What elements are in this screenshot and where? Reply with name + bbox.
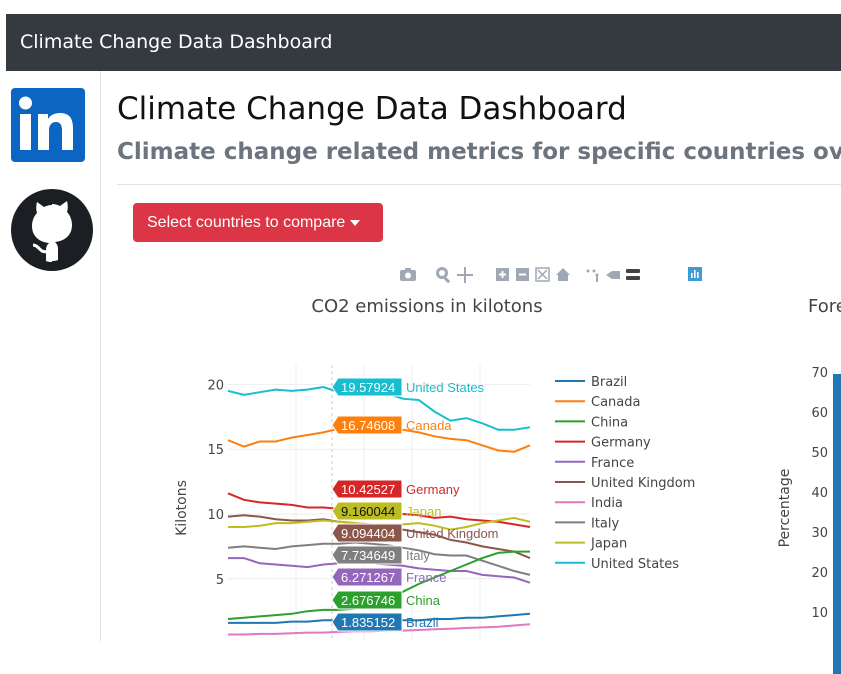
series-line-canada[interactable] xyxy=(227,426,531,453)
series-line-united-kingdom[interactable] xyxy=(227,514,531,560)
navbar-brand[interactable]: Climate Change Data Dashboard xyxy=(20,31,333,53)
y-tick-label: 15 xyxy=(207,443,224,458)
legend-item-france[interactable]: France xyxy=(555,456,634,471)
hover-label-united-kingdom: 9.094404 United Kingdom xyxy=(331,523,499,543)
divider xyxy=(117,184,841,185)
series-line-japan[interactable] xyxy=(228,516,531,531)
hover-value: 19.57924 xyxy=(341,380,395,395)
series-line-india[interactable] xyxy=(228,623,531,636)
dropdown-label: Select countries to compare xyxy=(147,214,346,231)
zoom-in-icon[interactable] xyxy=(496,268,509,281)
legend-item-united-states[interactable]: United States xyxy=(555,557,679,572)
hover-value: 7.734649 xyxy=(341,548,395,563)
hover-country: United States xyxy=(406,380,485,395)
navbar: Climate Change Data Dashboard xyxy=(6,14,841,71)
series-line-france[interactable] xyxy=(228,557,531,584)
legend-item-india[interactable]: India xyxy=(555,496,623,511)
bar-y-tick-label: 40 xyxy=(811,486,828,501)
hover-value: 1.835152 xyxy=(341,615,395,630)
legend-label: India xyxy=(591,496,623,511)
series-line-united-states[interactable] xyxy=(227,385,531,431)
hover-country: Italy xyxy=(406,548,430,563)
legend-label: France xyxy=(591,456,634,471)
y-tick-label: 5 xyxy=(216,573,224,588)
spike-lines-icon[interactable] xyxy=(586,269,599,283)
hover-country: United Kingdom xyxy=(406,526,499,541)
bar-chart-ylabel: Percentage xyxy=(777,469,793,548)
hover-label-brazil: 1.835152 Brazil xyxy=(331,612,439,632)
hover-country: France xyxy=(406,570,446,585)
pan-icon[interactable] xyxy=(457,267,473,283)
zoom-out-icon[interactable] xyxy=(516,268,529,281)
camera-icon[interactable] xyxy=(400,268,416,281)
hover-label-united-states: 19.57924 United States xyxy=(331,377,485,397)
legend-label: Germany xyxy=(591,436,651,451)
y-tick-label: 10 xyxy=(207,508,224,523)
hover-label-canada: 16.74608 Canada xyxy=(331,415,452,435)
legend-item-canada[interactable]: Canada xyxy=(555,395,640,410)
sidebar xyxy=(0,71,101,641)
legend-item-united-kingdom[interactable]: United Kingdom xyxy=(555,476,695,491)
legend-label: Brazil xyxy=(591,375,627,390)
bar-brazil[interactable] xyxy=(833,374,841,674)
hover-value: 6.271267 xyxy=(341,570,395,585)
legend-item-brazil[interactable]: Brazil xyxy=(555,375,627,390)
hover-compare-icon[interactable] xyxy=(626,269,640,280)
bar-y-tick-label: 50 xyxy=(811,446,828,461)
bar-chart-title: Fore xyxy=(808,296,841,317)
plotly-logo-icon[interactable] xyxy=(688,267,702,281)
hover-label-france: 6.271267 France xyxy=(331,567,446,587)
legend-label: United States xyxy=(591,557,679,572)
bar-y-tick-label: 10 xyxy=(811,606,828,621)
github-icon[interactable] xyxy=(11,189,93,271)
hover-value: 16.74608 xyxy=(341,418,395,433)
bar-y-tick-label: 30 xyxy=(811,526,828,541)
caret-down-icon xyxy=(350,219,361,226)
series-line-germany[interactable] xyxy=(227,492,531,528)
hover-value: 9.160044 xyxy=(341,504,395,519)
hover-value: 2.676746 xyxy=(341,593,395,608)
line-chart-ylabel: Kilotons xyxy=(174,480,190,536)
hover-country: Canada xyxy=(406,418,452,433)
hover-label-japan: 9.160044 Japan xyxy=(331,501,441,521)
hover-label-germany: 10.42527 Germany xyxy=(331,479,460,499)
page-title: Climate Change Data Dashboard xyxy=(117,91,627,127)
hover-country: Brazil xyxy=(406,615,439,630)
legend-label: China xyxy=(591,415,628,430)
hover-value: 9.094404 xyxy=(341,526,395,541)
legend-item-china[interactable]: China xyxy=(555,415,628,430)
hover-country: Japan xyxy=(406,504,441,519)
legend-item-italy[interactable]: Italy xyxy=(555,516,620,531)
hover-closest-icon[interactable] xyxy=(606,271,620,279)
page-subtitle: Climate change related metrics for speci… xyxy=(117,139,841,165)
legend-item-japan[interactable]: Japan xyxy=(555,537,627,552)
series-line-china[interactable] xyxy=(227,550,530,620)
y-tick-label: 20 xyxy=(207,378,224,393)
legend-label: Canada xyxy=(591,395,640,410)
hover-value: 10.42527 xyxy=(341,482,395,497)
reset-axes-icon[interactable] xyxy=(556,268,570,281)
hover-label-china: 2.676746 China xyxy=(331,590,441,610)
legend-label: Japan xyxy=(590,537,627,552)
series-line-brazil[interactable] xyxy=(228,612,531,624)
hover-label-italy: 7.734649 Italy xyxy=(331,545,430,565)
legend-item-germany[interactable]: Germany xyxy=(555,436,651,451)
zoom-icon[interactable] xyxy=(436,267,451,284)
autoscale-icon[interactable] xyxy=(535,267,550,282)
bar-y-tick-label: 70 xyxy=(811,366,828,381)
hover-country: China xyxy=(406,593,441,608)
bar-y-tick-label: 60 xyxy=(811,406,828,421)
series-line-italy[interactable] xyxy=(227,541,531,576)
line-chart-title: CO2 emissions in kilotons xyxy=(311,296,542,317)
modebar xyxy=(400,267,702,284)
select-countries-dropdown[interactable]: Select countries to compare xyxy=(133,203,383,242)
hover-country: Germany xyxy=(406,482,460,497)
bar-y-tick-label: 20 xyxy=(811,566,828,581)
legend-label: Italy xyxy=(591,516,620,531)
linkedin-icon[interactable] xyxy=(11,88,85,162)
legend-label: United Kingdom xyxy=(591,476,695,491)
